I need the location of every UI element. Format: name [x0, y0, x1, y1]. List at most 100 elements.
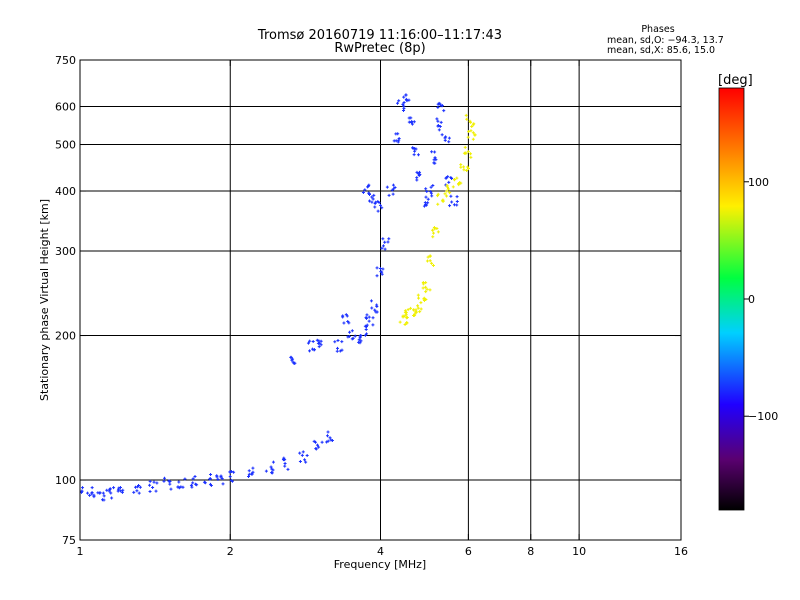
- o-mode-point: [439, 120, 443, 124]
- o-mode-point: [358, 341, 362, 345]
- o-mode-point: [446, 175, 450, 179]
- o-mode-point: [370, 200, 374, 204]
- x-mode-point: [466, 166, 470, 170]
- y-tick-label: 750: [55, 54, 76, 67]
- o-mode-point: [177, 480, 181, 484]
- o-mode-point: [317, 345, 321, 349]
- o-mode-point: [416, 153, 420, 157]
- o-mode-point: [440, 104, 444, 108]
- o-mode-point: [387, 193, 391, 197]
- o-mode-point: [415, 170, 419, 174]
- y-tick-label: 400: [55, 185, 76, 198]
- x-tick-label: 4: [377, 545, 384, 558]
- o-mode-point: [359, 334, 363, 338]
- o-mode-point: [319, 343, 323, 347]
- stats-title: Phases: [641, 24, 675, 35]
- o-mode-point: [270, 467, 274, 471]
- o-mode-point: [169, 487, 173, 491]
- o-mode-point: [283, 461, 287, 465]
- x-mode-point: [424, 281, 428, 285]
- o-mode-point: [312, 348, 316, 352]
- o-mode-point: [286, 467, 290, 471]
- o-mode-point: [436, 124, 440, 128]
- o-mode-point: [364, 327, 368, 331]
- o-mode-point: [137, 491, 141, 495]
- o-mode-point: [448, 204, 452, 208]
- o-mode-point: [363, 324, 367, 328]
- x-mode-point: [405, 320, 409, 324]
- o-mode-point: [353, 334, 357, 338]
- o-mode-point: [300, 453, 304, 457]
- x-mode-point: [436, 202, 440, 206]
- o-mode-point: [402, 108, 406, 112]
- o-mode-point: [270, 471, 274, 475]
- x-mode-point: [398, 320, 402, 324]
- o-mode-point: [311, 339, 315, 343]
- o-mode-point: [396, 132, 400, 136]
- stats-x-line: mean, sd,X: 85.6, 15.0: [607, 45, 716, 56]
- x-mode-point: [443, 192, 447, 196]
- x-mode-point: [428, 259, 432, 263]
- o-mode-point: [190, 485, 194, 489]
- colorbar-tick-label: 100: [748, 176, 769, 189]
- o-mode-point: [407, 116, 411, 120]
- x-mode-point: [424, 298, 428, 302]
- o-mode-point: [154, 489, 158, 493]
- y-axis-label: Stationary phase Virtual Height [km]: [38, 199, 51, 401]
- o-mode-point: [135, 489, 139, 493]
- o-mode-point: [293, 361, 297, 365]
- colorbar-gradient: [719, 88, 744, 510]
- o-mode-point: [430, 150, 434, 154]
- o-mode-point: [134, 485, 138, 489]
- o-mode-point: [215, 474, 219, 478]
- o-mode-point: [431, 183, 435, 187]
- o-mode-point: [429, 185, 433, 189]
- o-mode-point: [430, 194, 434, 198]
- o-mode-point: [433, 156, 437, 160]
- o-mode-point: [148, 479, 152, 483]
- o-mode-point: [396, 140, 400, 144]
- o-mode-point: [112, 486, 116, 490]
- o-mode-point: [209, 472, 213, 476]
- o-mode-point: [318, 341, 322, 345]
- x-mode-point: [416, 293, 420, 297]
- o-mode-point: [105, 488, 109, 492]
- o-mode-point: [424, 187, 428, 191]
- x-mode-point: [431, 235, 435, 239]
- o-mode-point: [447, 180, 451, 184]
- o-mode-point: [251, 470, 255, 474]
- o-mode-point: [271, 460, 275, 464]
- x-mode-point: [424, 285, 428, 289]
- o-mode-point: [195, 483, 199, 487]
- x-mode-point: [422, 296, 426, 300]
- x-mode-point: [403, 314, 407, 318]
- o-mode-point: [119, 489, 123, 493]
- o-mode-point: [376, 199, 380, 203]
- o-mode-point: [232, 470, 236, 474]
- o-mode-point: [411, 146, 415, 150]
- o-mode-point: [449, 194, 453, 198]
- o-mode-point: [366, 185, 370, 189]
- x-mode-point: [469, 129, 473, 133]
- o-mode-point: [375, 303, 379, 307]
- o-mode-point: [298, 460, 302, 464]
- x-mode-point: [425, 287, 429, 291]
- o-mode-point: [402, 104, 406, 108]
- o-mode-point: [375, 266, 379, 270]
- o-mode-point: [107, 489, 111, 493]
- o-mode-point: [375, 274, 379, 278]
- o-mode-point: [228, 475, 232, 479]
- o-mode-point: [220, 477, 224, 481]
- o-mode-point: [365, 313, 369, 317]
- o-mode-point: [363, 188, 367, 192]
- o-mode-point: [381, 267, 385, 271]
- o-mode-point: [402, 95, 406, 99]
- o-mode-point: [283, 464, 287, 468]
- o-mode-point: [314, 447, 318, 451]
- x-mode-point: [466, 135, 470, 139]
- o-mode-point: [75, 494, 78, 497]
- o-mode-point: [333, 340, 337, 344]
- o-mode-point: [269, 465, 273, 469]
- o-mode-point: [376, 209, 380, 213]
- o-mode-point: [90, 486, 94, 490]
